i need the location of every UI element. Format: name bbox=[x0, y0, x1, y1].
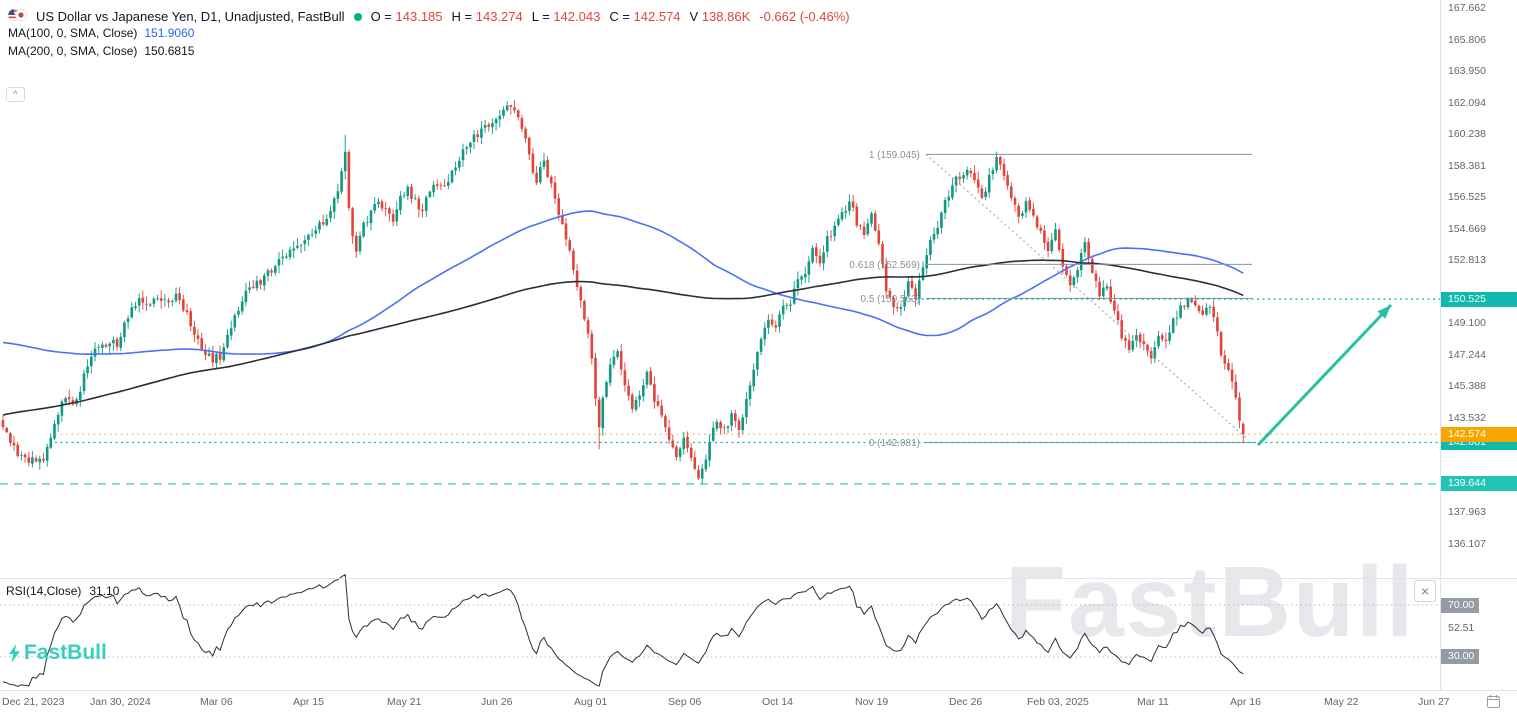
ma200-line bbox=[2, 259, 1244, 416]
open-value: 143.185 bbox=[395, 9, 443, 24]
price-tick: 154.669 bbox=[1448, 222, 1486, 235]
open-label: O = bbox=[370, 9, 392, 24]
price-tick: 156.525 bbox=[1448, 191, 1486, 204]
pane-divider bbox=[1440, 578, 1517, 579]
rsi-legend[interactable]: RSI(14,Close) 31.10 bbox=[6, 584, 119, 598]
ohlc-close: C = 142.574 bbox=[609, 9, 680, 24]
symbol-title[interactable]: US Dollar vs Japanese Yen, D1, Unadjuste… bbox=[36, 9, 345, 24]
price-tick: 149.100 bbox=[1448, 317, 1486, 330]
ma200-legend[interactable]: MA(200, 0, SMA, Close) 150.6815 bbox=[8, 44, 194, 58]
rsi-line bbox=[2, 573, 1244, 687]
time-tick: Feb 03, 2025 bbox=[1027, 696, 1089, 708]
time-tick: Dec 21, 2023 bbox=[2, 696, 65, 708]
bolt-icon bbox=[9, 643, 20, 663]
time-tick: May 22 bbox=[1324, 696, 1359, 708]
fastbull-logo-text: FastBull bbox=[24, 641, 107, 664]
price-badge: 139.644 bbox=[1441, 476, 1517, 492]
time-tick: Nov 19 bbox=[855, 696, 889, 708]
date-range-icon[interactable] bbox=[1487, 695, 1500, 713]
ma200-value: 150.6815 bbox=[144, 44, 195, 58]
price-tick: 158.381 bbox=[1448, 159, 1486, 172]
time-tick: Dec 26 bbox=[949, 696, 983, 708]
fastbull-watermark: FastBull bbox=[1005, 546, 1416, 658]
price-tick: 137.963 bbox=[1448, 506, 1486, 519]
price-badge: 150.525 bbox=[1441, 291, 1517, 307]
price-tick: 152.813 bbox=[1448, 254, 1486, 267]
low-value: 142.043 bbox=[553, 9, 601, 24]
fib-level-label: 0.618 (152.569) bbox=[849, 260, 920, 271]
down-wicks bbox=[2, 100, 1244, 480]
price-tick: 145.388 bbox=[1448, 380, 1486, 393]
down-bodies bbox=[1, 104, 1245, 479]
fastbull-logo: FastBull bbox=[8, 641, 107, 665]
time-tick: Apr 16 bbox=[1230, 696, 1261, 708]
time-tick: Mar 11 bbox=[1137, 696, 1169, 708]
up-bodies bbox=[20, 105, 1212, 479]
close-value: 142.574 bbox=[633, 9, 681, 24]
projection-arrow bbox=[1256, 303, 1393, 447]
time-tick: Apr 15 bbox=[293, 696, 324, 708]
chart-header: US Dollar vs Japanese Yen, D1, Unadjuste… bbox=[7, 8, 850, 25]
price-tick: 165.806 bbox=[1448, 33, 1486, 46]
change-value: -0.662 (-0.46%) bbox=[759, 9, 850, 24]
high-label: H = bbox=[451, 9, 473, 24]
volume-value: 138.86K bbox=[701, 9, 751, 24]
volume-label: V bbox=[689, 9, 699, 24]
ma100-label: MA(100, 0, SMA, Close) bbox=[8, 26, 138, 40]
up-wicks bbox=[20, 101, 1211, 485]
projection-arrowhead bbox=[1377, 305, 1391, 319]
rsi-axis-label: 70.00 bbox=[1441, 597, 1479, 613]
fib-level-label: 1 (159.045) bbox=[869, 150, 920, 161]
time-tick: Jun 26 bbox=[481, 696, 513, 708]
chart-area[interactable]: FastBull 1 (159.045) 0.618 (152.569) 0.5 (… bbox=[0, 0, 1440, 690]
time-tick: May 21 bbox=[387, 696, 422, 708]
ma100-legend[interactable]: MA(100, 0, SMA, Close) 151.9060 bbox=[8, 26, 194, 40]
ma200-label: MA(200, 0, SMA, Close) bbox=[8, 44, 138, 58]
fib-level-label: 0.5 (150.563) bbox=[861, 294, 921, 305]
rsi-axis-label: 52.51 bbox=[1448, 621, 1475, 634]
time-tick: Jun 27 bbox=[1418, 696, 1450, 708]
ma100-value: 151.9060 bbox=[144, 26, 195, 40]
price-tick: 167.662 bbox=[1448, 2, 1486, 14]
ohlc-open: O = 143.185 bbox=[371, 9, 443, 24]
time-tick: Mar 06 bbox=[200, 696, 233, 708]
low-label: L = bbox=[531, 9, 550, 24]
price-tick: 147.244 bbox=[1448, 348, 1486, 361]
price-tick: 160.238 bbox=[1448, 128, 1486, 141]
time-tick: Oct 14 bbox=[762, 696, 793, 708]
price-chart-canvas[interactable]: 1 (159.045) 0.618 (152.569) 0.5 (150.563) 0… bbox=[0, 0, 1440, 690]
price-tick: 143.532 bbox=[1448, 411, 1486, 424]
collapse-legend-button[interactable]: ^ bbox=[6, 87, 25, 102]
price-tick: 163.950 bbox=[1448, 65, 1486, 78]
rsi-value: 31.10 bbox=[89, 584, 120, 598]
high-value: 143.274 bbox=[475, 9, 523, 24]
rsi-axis-label: 30.00 bbox=[1441, 649, 1479, 665]
price-tick: 162.094 bbox=[1448, 96, 1486, 109]
time-axis[interactable]: Dec 21, 2023 Jan 30, 2024 Mar 06 Apr 15 May … bbox=[0, 690, 1517, 713]
time-tick: Sep 06 bbox=[668, 696, 702, 708]
fib-level-label: 0 (142.081) bbox=[869, 438, 920, 449]
ohlc-high: H = 143.274 bbox=[452, 9, 523, 24]
price-tick: 136.107 bbox=[1448, 537, 1486, 550]
close-label: C = bbox=[609, 9, 630, 24]
ma100-line bbox=[2, 210, 1244, 355]
market-status-dot bbox=[353, 12, 362, 21]
time-tick: Jan 30, 2024 bbox=[90, 696, 151, 708]
fib-trend-diagonal bbox=[925, 154, 1249, 440]
symbol-flag-icon bbox=[7, 8, 28, 25]
price-badge: 142.574 bbox=[1441, 426, 1517, 442]
price-axis[interactable]: 167.662 165.806 163.950 162.094 160.238 158.3… bbox=[1440, 0, 1517, 690]
time-tick: Aug 01 bbox=[574, 696, 608, 708]
ohlc-low: L = 142.043 bbox=[532, 9, 601, 24]
volume: V 138.86K bbox=[690, 9, 751, 24]
rsi-label: RSI(14,Close) bbox=[6, 584, 82, 598]
rsi-close-button[interactable]: × bbox=[1414, 580, 1436, 602]
